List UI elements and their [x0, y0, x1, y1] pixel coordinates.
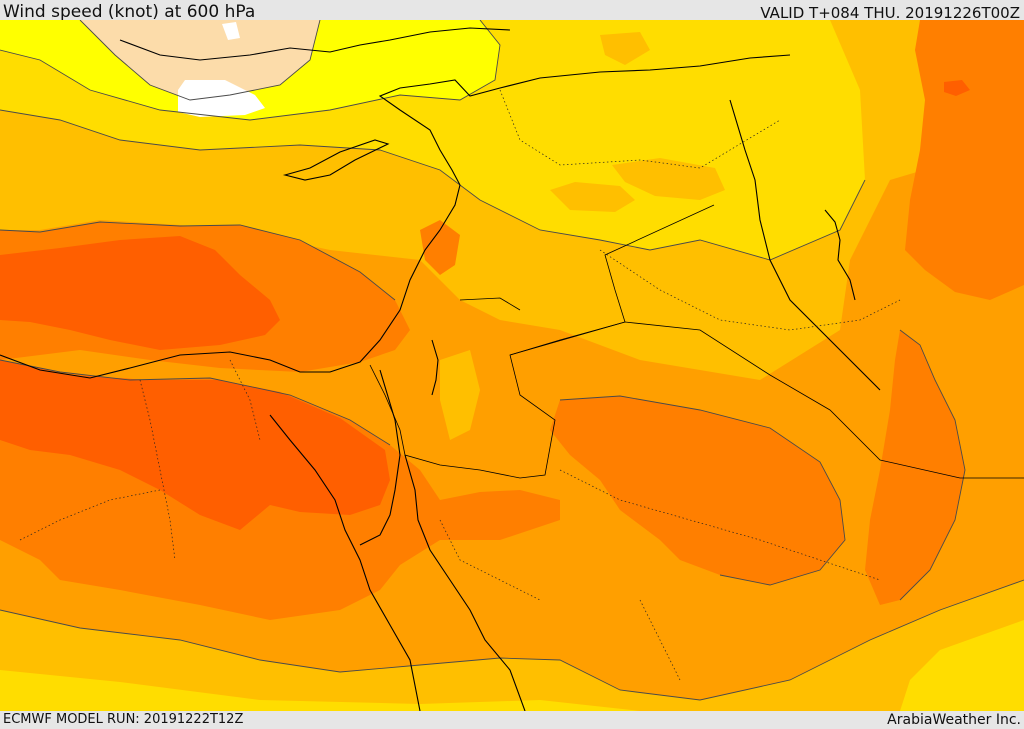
- header-bar: [0, 0, 1024, 20]
- wind-band-amber-patch: [550, 182, 635, 212]
- wind-band-amber-patch: [600, 32, 650, 65]
- contour-lines: [0, 20, 1024, 701]
- wind-band-amber-patch: [440, 350, 480, 440]
- wind-speed-map: [0, 20, 1024, 711]
- map-title: Wind speed (knot) at 600 hPa: [3, 2, 256, 22]
- political-borders: [369, 204, 1024, 479]
- wind-band-red-orange: [0, 236, 280, 350]
- wind-band-yellow-south: [0, 670, 640, 711]
- wind-band-yellow-southeast: [900, 620, 1024, 711]
- wind-band-dark-orange: [550, 396, 845, 585]
- model-run-label: ECMWF MODEL RUN: 20191222T12Z: [3, 712, 244, 727]
- wind-band-dark-orange: [420, 220, 460, 275]
- valid-time-label: VALID T+084 THU. 20191226T00Z: [760, 4, 1020, 22]
- wind-band-white-small: [222, 22, 240, 40]
- wind-band-white: [178, 80, 265, 117]
- wind-band-amber-south: [0, 580, 1024, 711]
- coastlines: [0, 27, 881, 711]
- wind-band-red-orange: [0, 360, 390, 530]
- wind-band-red-orange: [944, 80, 970, 96]
- administrative-lines: [19, 89, 901, 681]
- wind-band-dark-orange: [905, 20, 1024, 300]
- footer-bar: [0, 711, 1024, 729]
- brand-label: ArabiaWeather Inc.: [887, 712, 1021, 728]
- wind-band-amber-patch: [612, 158, 725, 200]
